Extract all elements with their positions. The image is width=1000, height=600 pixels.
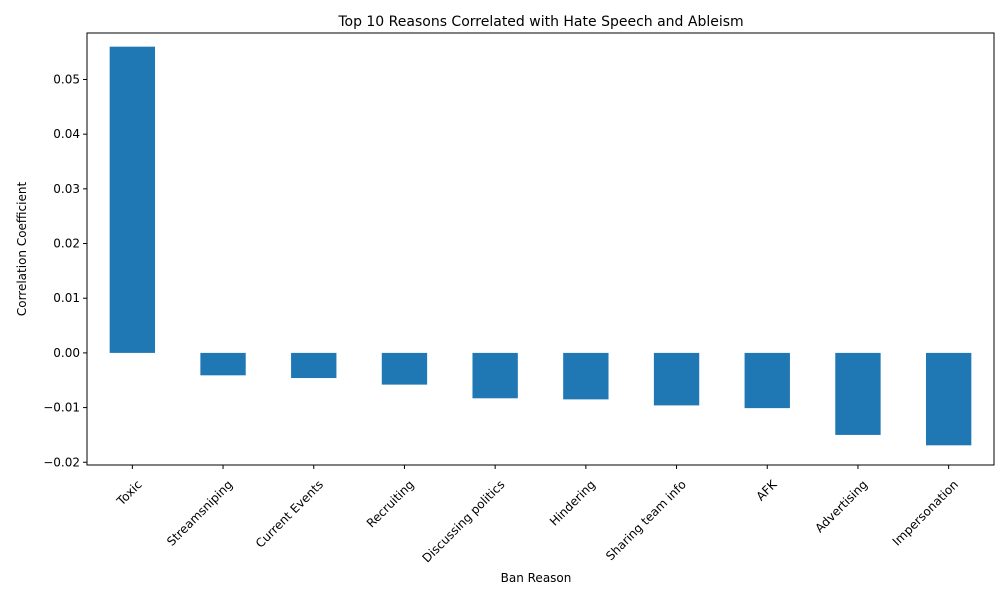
bar-7 bbox=[744, 352, 790, 409]
y-axis-label: Correlation Coefficient bbox=[15, 182, 29, 317]
chart-title: Top 10 Reasons Correlated with Hate Spee… bbox=[337, 14, 743, 30]
bar-6 bbox=[653, 352, 700, 406]
y-tick-label-4: 0.02 bbox=[53, 237, 80, 251]
bar-1 bbox=[200, 352, 246, 376]
y-tick-label-6: 0.04 bbox=[53, 127, 80, 141]
y-axis-ticks: −0.02 −0.01 0.00 0.01 0.02 0.03 0.04 0.05 bbox=[43, 72, 87, 469]
x-axis-label: Ban Reason bbox=[501, 571, 572, 585]
y-tick-label-0: −0.02 bbox=[43, 455, 80, 469]
bars-group bbox=[109, 46, 972, 446]
bar-9 bbox=[925, 352, 972, 446]
bar-0 bbox=[109, 46, 156, 353]
bar-4 bbox=[472, 352, 518, 399]
y-tick-label-7: 0.05 bbox=[53, 72, 80, 86]
bar-2 bbox=[291, 352, 337, 379]
plot-frame bbox=[86, 32, 995, 466]
bar-3 bbox=[381, 352, 428, 385]
bar-5 bbox=[563, 352, 609, 400]
y-tick-label-2: 0.00 bbox=[53, 346, 80, 360]
y-tick-label-3: 0.01 bbox=[53, 291, 80, 305]
y-tick-label-1: −0.01 bbox=[43, 401, 80, 415]
bar-8 bbox=[835, 352, 881, 435]
y-tick-label-5: 0.03 bbox=[53, 182, 80, 196]
